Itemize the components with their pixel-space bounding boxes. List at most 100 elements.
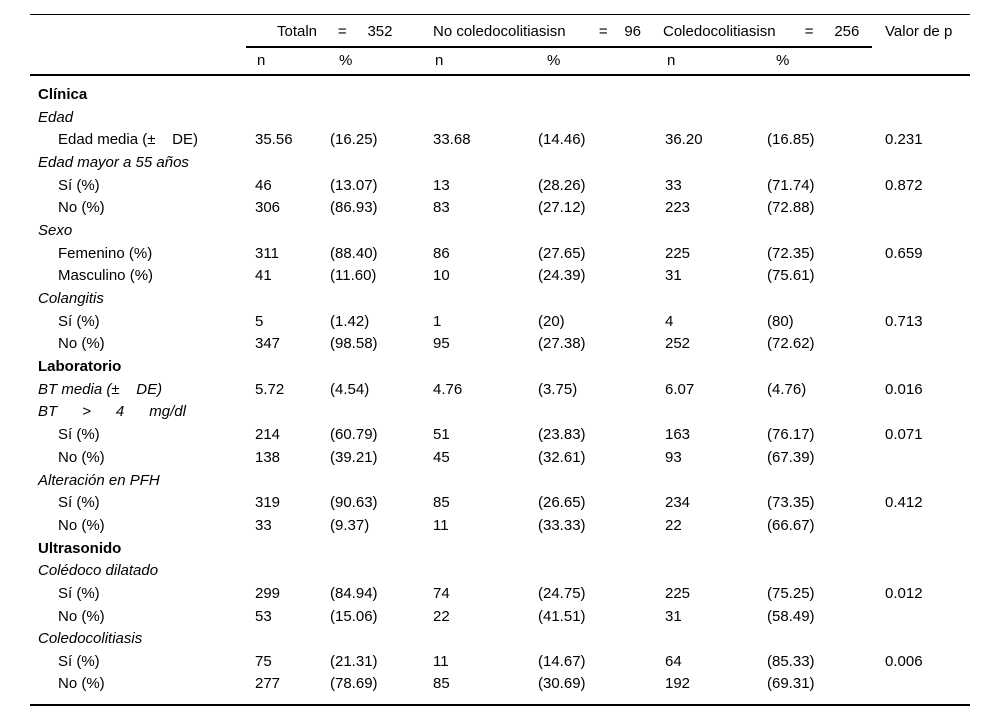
data-cell-n: 36.20 (665, 131, 703, 149)
data-cell-n (253, 75, 328, 106)
data-cell-n: 277 (255, 675, 281, 693)
p-value-cell (883, 196, 970, 219)
data-cell-pct: (75.25) (767, 584, 815, 602)
data-cell-pct (765, 401, 883, 424)
p-value-cell (883, 469, 970, 492)
data-cell-pct: (39.21) (330, 448, 378, 466)
table-row: No (%) 33 (9.37) 11 (33.33) 22 (66.67) (30, 514, 970, 537)
data-cell-n: 347 (255, 335, 281, 353)
data-cell-n: 31 (665, 267, 682, 285)
column-subheader-pct: % (765, 47, 884, 76)
data-cell-n: 192 (665, 675, 691, 693)
data-cell-pct (536, 537, 663, 560)
p-value-cell (883, 605, 970, 628)
data-cell-n: 51 (433, 426, 450, 444)
table-row: No (%) 306 (86.93) 83 (27.12) 223 (72.88) (30, 196, 970, 219)
data-cell-pct (536, 401, 663, 424)
p-value-cell (883, 446, 970, 469)
data-cell-n (431, 559, 536, 582)
data-cell-n (253, 151, 328, 174)
data-cell-pct: (24.75) (538, 584, 586, 602)
data-cell-n: 33 (665, 176, 682, 194)
p-value-cell (883, 355, 970, 378)
data-cell-pct: (16.25) (330, 131, 378, 149)
row-label: BT > 4 mg/dl (38, 403, 186, 421)
data-cell-n: 95 (433, 335, 450, 353)
p-value-cell (883, 287, 970, 310)
column-group-no-coledocolitiasis: No coledocolitiasisn = 96 (433, 22, 642, 40)
data-cell-pct (765, 75, 883, 106)
row-label: Sí (%) (58, 584, 100, 602)
data-cell-n (431, 287, 536, 310)
data-cell-n (431, 75, 536, 106)
data-cell-n (431, 355, 536, 378)
data-cell-n (663, 355, 765, 378)
data-cell-pct (536, 106, 663, 129)
data-cell-pct: (41.51) (538, 607, 586, 625)
data-cell-n: 75 (255, 653, 272, 671)
data-cell-n (253, 401, 328, 424)
p-value-cell (883, 401, 970, 424)
p-value-cell (883, 265, 970, 288)
data-cell-pct (328, 287, 431, 310)
data-cell-pct (765, 106, 883, 129)
data-cell-n: 85 (433, 675, 450, 693)
data-cell-pct: (98.58) (330, 335, 378, 353)
data-cell-pct (328, 469, 431, 492)
data-cell-pct: (4.54) (330, 380, 370, 398)
data-cell-pct (328, 219, 431, 242)
column-subheader-n: n (431, 47, 536, 76)
data-cell-n: 11 (433, 653, 449, 671)
data-cell-pct: (90.63) (330, 494, 378, 512)
table-row: BT media (± DE) 5.72 (4.54) 4.76 (3.75) 6.07 (… (30, 378, 970, 401)
row-label: Colédoco dilatado (38, 562, 159, 580)
data-cell-n: 10 (433, 267, 450, 285)
group-header-underline (246, 46, 872, 48)
data-cell-pct (765, 287, 883, 310)
data-cell-pct (328, 537, 431, 560)
data-cell-n (431, 628, 536, 651)
table-row: Laboratorio (30, 355, 970, 378)
data-cell-pct: (78.69) (330, 675, 378, 693)
p-value-cell (883, 333, 970, 356)
data-cell-n: 138 (255, 448, 281, 466)
p-value-cell: 0.012 (885, 584, 923, 602)
data-cell-pct: (69.31) (767, 675, 815, 693)
data-cell-n (663, 559, 765, 582)
p-value-cell (883, 537, 970, 560)
data-cell-pct: (15.06) (330, 607, 378, 625)
data-cell-pct (536, 219, 663, 242)
data-cell-pct: (84.94) (330, 584, 378, 602)
p-value-cell: 0.016 (885, 380, 923, 398)
data-cell-pct (765, 355, 883, 378)
data-cell-n (663, 401, 765, 424)
row-label: Masculino (%) (58, 267, 154, 285)
table-row: Ultrasonido (30, 537, 970, 560)
data-cell-n: 33 (255, 516, 272, 534)
column-group-total: Totaln = 352 (277, 22, 393, 40)
row-label: Edad media (± DE) (58, 131, 198, 149)
data-cell-pct: (33.33) (538, 516, 586, 534)
table-row: Edad (30, 106, 970, 129)
data-cell-n (431, 151, 536, 174)
data-cell-n (663, 75, 765, 106)
row-label: No (%) (58, 675, 105, 693)
column-subheader-n: n (663, 47, 765, 76)
data-cell-n: 4 (665, 312, 674, 330)
table-row: No (%) 347 (98.58) 95 (27.38) 252 (72.62) (30, 333, 970, 356)
data-cell-pct: (21.31) (330, 653, 378, 671)
data-cell-pct: (9.37) (330, 516, 370, 534)
data-cell-pct: (14.46) (538, 131, 586, 149)
data-cell-pct: (72.35) (767, 244, 815, 262)
row-label: Sí (%) (58, 176, 100, 194)
data-cell-n (431, 401, 536, 424)
p-value-cell (883, 514, 970, 537)
data-cell-pct (328, 355, 431, 378)
table-row: Colédoco dilatado (30, 559, 970, 582)
data-cell-pct: (23.83) (538, 426, 586, 444)
table-row: Edad media (± DE) 35.56 (16.25) 33.68 (14.46… (30, 128, 970, 151)
data-cell-pct: (4.76) (767, 380, 807, 398)
data-cell-n: 13 (433, 176, 450, 194)
row-label: BT media (± DE) (38, 380, 163, 398)
data-cell-n: 86 (433, 244, 450, 262)
